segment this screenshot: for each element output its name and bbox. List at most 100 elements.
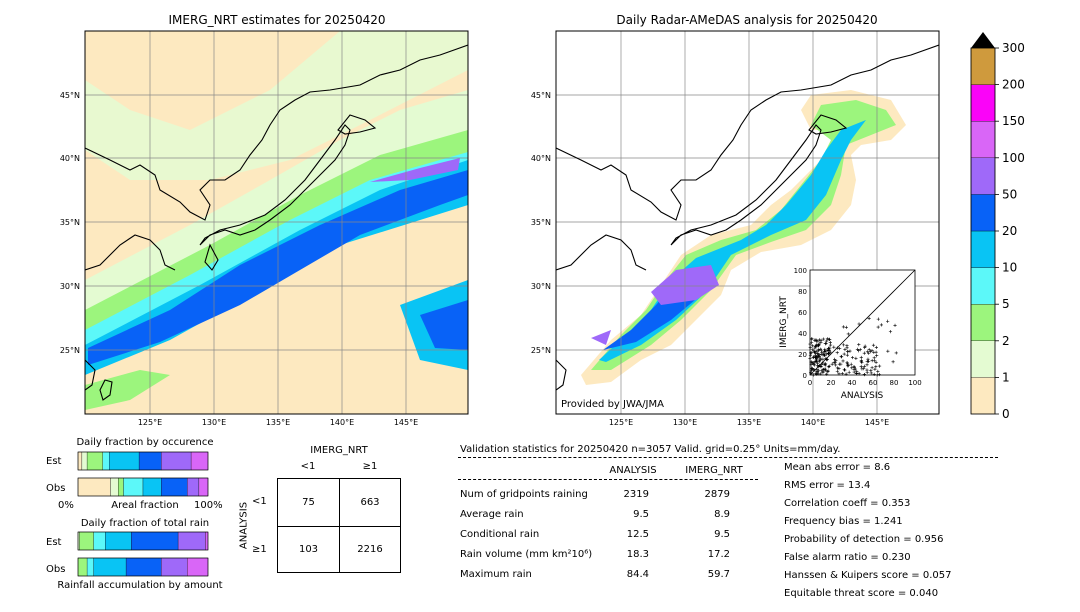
scatter-point: [823, 363, 827, 367]
scatter-point: [809, 368, 813, 373]
scatter-point: [825, 357, 829, 362]
scatter-point: [876, 317, 880, 321]
scatter-point: [842, 352, 846, 356]
frac-rain-row-obs: Obs: [46, 564, 66, 575]
scatter-point: [852, 370, 856, 374]
lon-label: 145°E: [394, 418, 418, 427]
fraction-segment: [161, 477, 188, 497]
scatter-point: [815, 369, 819, 373]
scatter-point: [843, 368, 847, 372]
scatter-point: [828, 350, 833, 354]
scatter-point: [833, 363, 838, 367]
score-line: False alarm ratio = 0.230: [784, 552, 911, 563]
frac-occ-axis-label: Areal fraction: [111, 500, 179, 511]
validation-row-analysis: 2319: [623, 489, 649, 500]
validation-col-imerg: IMERG_NRT: [685, 465, 743, 476]
scatter-point: [821, 368, 825, 372]
validation-rows: Num of gridpoints raining 2319 2879 Aver…: [460, 489, 760, 589]
lon-label: 140°E: [330, 418, 354, 427]
frac-rain-title: Daily fraction of total rain: [80, 518, 210, 529]
scatter-point: [886, 349, 890, 353]
fraction-segment: [110, 477, 119, 497]
score-line: RMS error = 13.4: [784, 480, 871, 491]
scatter-point: [815, 364, 820, 368]
scatter-point: [825, 352, 829, 356]
validation-row-imerg: 17.2: [707, 549, 730, 560]
contingency-cell: 663: [360, 497, 380, 508]
scatter-point: [841, 325, 846, 329]
scatter-point: [859, 364, 863, 369]
fraction-segment: [86, 451, 103, 471]
scatter-point: [845, 361, 849, 365]
scatter-point: [823, 342, 827, 346]
left-lon-labels: 125°E 130°E 135°E 140°E 145°E: [138, 418, 418, 427]
validation-col-analysis: ANALYSIS: [609, 465, 657, 476]
scatter-point: [865, 350, 870, 354]
scatter-point: [812, 363, 817, 367]
scatter-point: [845, 346, 849, 350]
validation-row-label: Num of gridpoints raining: [460, 489, 588, 500]
scatter-point: [839, 362, 843, 366]
scatter-point: [855, 347, 860, 351]
lon-label: 125°E: [138, 418, 162, 427]
scatter-point: [874, 345, 878, 350]
scatter-point: [872, 372, 876, 376]
scatter-point: [816, 344, 820, 348]
scatter-inset: 0 20 40 60 80 100 0 20 40 60 80 100 ANAL…: [779, 267, 922, 401]
scatter-point: [886, 319, 890, 323]
fraction-segment: [118, 477, 124, 497]
validation-row-label: Rain volume (mm km²10⁶): [460, 549, 593, 560]
scatter-point: [817, 363, 821, 367]
scatter-ytick: 80: [798, 288, 807, 296]
scatter-point: [823, 367, 827, 371]
fraction-segment: [138, 451, 162, 471]
scatter-point: [870, 366, 874, 370]
scatter-point: [858, 348, 862, 352]
scatter-point: [853, 367, 858, 371]
fraction-segment: [77, 477, 111, 497]
colorbar-segment: [970, 84, 996, 122]
fraction-segment: [190, 451, 209, 471]
scatter-point: [860, 367, 864, 371]
scatter-point: [869, 371, 873, 375]
frac-occ-axis-left: 0%: [58, 500, 74, 511]
lon-label: 145°E: [865, 418, 889, 427]
fraction-segment: [105, 531, 132, 551]
scatter-point: [877, 364, 882, 368]
scatter-point: [849, 362, 853, 366]
scatter-point: [819, 348, 823, 352]
scatter-point: [813, 344, 817, 348]
scatter-point: [874, 360, 878, 364]
frac-occ-bars: [77, 451, 209, 497]
scatter-point: [816, 349, 821, 353]
fraction-segment: [93, 557, 127, 577]
lat-label: 30°N: [60, 282, 80, 291]
scatter-point: [876, 369, 880, 373]
scatter-point: [875, 354, 879, 358]
lat-label: 30°N: [531, 282, 551, 291]
scatter-point: [847, 370, 851, 374]
scatter-point: [894, 351, 898, 355]
fraction-segment: [81, 451, 88, 471]
scatter-point: [854, 356, 858, 360]
scatter-point: [818, 372, 822, 376]
lat-label: 35°N: [531, 218, 551, 227]
scatter-point: [868, 349, 873, 354]
fraction-segment: [187, 557, 209, 577]
scatter-xtick: 80: [890, 379, 899, 387]
scatter-point: [835, 346, 839, 350]
validation-row-imerg: 9.5: [714, 529, 730, 540]
validation-row: Rain volume (mm km²10⁶) 18.3 17.2: [460, 549, 760, 569]
validation-row-label: Conditional rain: [460, 529, 540, 540]
fraction-segment: [86, 557, 94, 577]
scatter-point: [845, 353, 849, 357]
score-line: Hanssen & Kuipers score = 0.057: [784, 570, 952, 581]
scatter-point: [810, 351, 814, 355]
scatter-point: [830, 362, 834, 366]
scatter-ytick: 20: [798, 351, 807, 359]
validation-row: Maximum rain 84.4 59.7: [460, 569, 760, 589]
fraction-segment: [77, 557, 88, 577]
scatter-point: [837, 372, 841, 376]
provider-credit: Provided by JWA/JMA: [561, 399, 664, 410]
validation-row-imerg: 59.7: [707, 569, 730, 580]
